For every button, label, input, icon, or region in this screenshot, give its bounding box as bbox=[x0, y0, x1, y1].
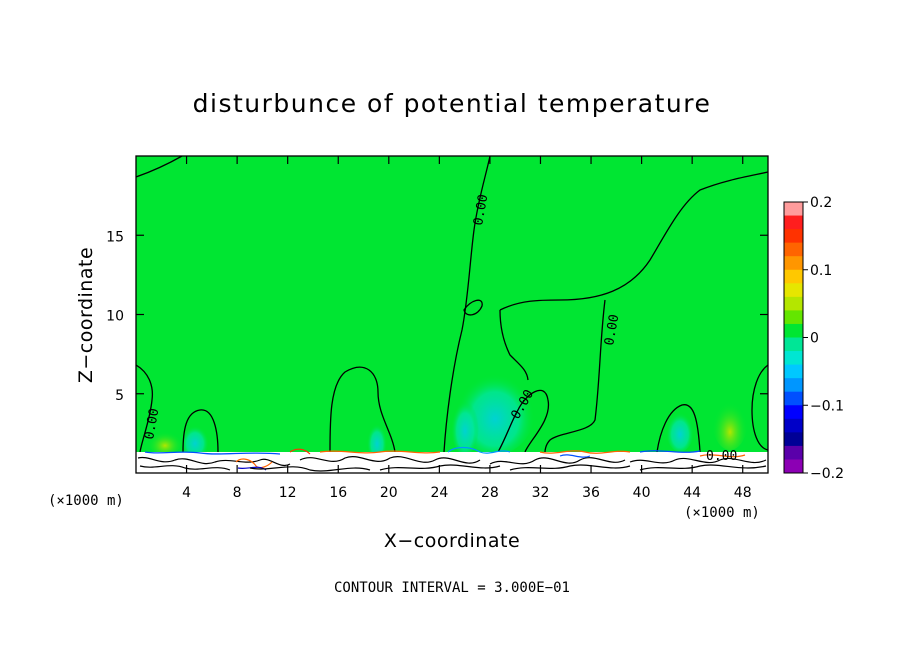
colorbar bbox=[784, 202, 803, 474]
x-tick-label: 8 bbox=[233, 485, 242, 501]
cyan-patch bbox=[666, 408, 694, 452]
x-unit-label-left: (×1000 m) bbox=[48, 493, 124, 509]
colorbar-tick-label: −0.2 bbox=[810, 466, 844, 482]
y-tick-label: 5 bbox=[115, 388, 124, 404]
colorbar-swatch bbox=[784, 310, 803, 325]
contour-label: 0.00 bbox=[602, 313, 622, 346]
x-tick-label: 12 bbox=[279, 485, 297, 501]
colorbar-swatch bbox=[784, 283, 803, 298]
x-tick-label: 4 bbox=[182, 485, 191, 501]
x-tick-label: 40 bbox=[633, 485, 651, 501]
colorbar-swatch bbox=[784, 215, 803, 230]
y-tick-label: 10 bbox=[106, 309, 124, 325]
x-tick-label: 20 bbox=[380, 485, 398, 501]
colorbar-swatch bbox=[784, 256, 803, 271]
x-tick-label: 44 bbox=[683, 485, 701, 501]
x-axis-label: X−coordinate bbox=[384, 530, 520, 552]
contour-line bbox=[443, 156, 491, 453]
colorbar-swatch bbox=[784, 229, 803, 244]
colorbar-swatch bbox=[784, 418, 803, 433]
colorbar-ticks: 0.2 0.1 0 −0.1 −0.2 bbox=[803, 195, 844, 482]
colorbar-swatch bbox=[784, 405, 803, 420]
yellow-patch bbox=[147, 426, 183, 454]
x-axis: 4 8 12 16 20 24 28 32 36 40 44 48 bbox=[182, 156, 752, 501]
y-axis: 5 10 15 bbox=[106, 229, 768, 404]
cyan-patch bbox=[367, 420, 387, 460]
contour-line bbox=[497, 389, 550, 453]
x-tick-label: 24 bbox=[430, 485, 448, 501]
contour-line bbox=[656, 404, 701, 453]
contour-line bbox=[751, 364, 768, 451]
colorbar-swatch bbox=[784, 296, 803, 311]
colorbar-tick-label: 0 bbox=[810, 331, 819, 347]
colorbar-swatch bbox=[784, 432, 803, 447]
contour-line bbox=[499, 171, 768, 311]
colorbar-swatch bbox=[784, 364, 803, 379]
colorbar-swatch bbox=[784, 445, 803, 460]
surface-layer-detail bbox=[137, 446, 767, 472]
colorbar-swatch bbox=[784, 202, 803, 217]
colorbar-tick-label: 0.2 bbox=[810, 195, 832, 211]
x-tick-label: 32 bbox=[532, 485, 550, 501]
contour-interval-note: CONTOUR INTERVAL = 3.000E−01 bbox=[334, 580, 570, 596]
x-unit-label-right: (×1000 m) bbox=[684, 505, 760, 521]
contour-line bbox=[329, 366, 396, 453]
x-tick-label: 48 bbox=[734, 485, 752, 501]
plot-area: 0.00 0.00 0.00 0.00 0.00 bbox=[136, 156, 768, 473]
chart-title: disturbunce of potential temperature bbox=[193, 89, 712, 118]
contour-line bbox=[182, 409, 219, 453]
contour-line bbox=[136, 364, 154, 453]
colorbar-swatch bbox=[784, 378, 803, 393]
contour-label: 0.00 bbox=[142, 407, 162, 440]
contour-label: 0.00 bbox=[706, 449, 737, 464]
contour-line bbox=[544, 299, 606, 453]
contour-line bbox=[499, 309, 529, 381]
x-tick-label: 16 bbox=[329, 485, 347, 501]
colorbar-tick-label: −0.1 bbox=[810, 398, 844, 414]
colorbar-swatch bbox=[784, 459, 803, 474]
colorbar-swatch bbox=[784, 323, 803, 338]
y-tick-label: 15 bbox=[106, 229, 124, 245]
contour-line bbox=[136, 156, 183, 178]
colorbar-swatch bbox=[784, 337, 803, 352]
zero-contours bbox=[136, 156, 768, 453]
x-tick-label: 28 bbox=[481, 485, 499, 501]
colorbar-swatch bbox=[784, 351, 803, 366]
yellow-patch bbox=[712, 390, 748, 450]
contour-line bbox=[463, 299, 483, 316]
surface-layer bbox=[136, 452, 768, 473]
contour-label: 0.00 bbox=[471, 193, 491, 226]
cyan-patch bbox=[451, 395, 479, 455]
colorbar-swatch bbox=[784, 391, 803, 406]
colorbar-swatch bbox=[784, 269, 803, 284]
y-axis-label: Z−coordinate bbox=[75, 247, 97, 383]
x-tick-label: 36 bbox=[582, 485, 600, 501]
colorbar-tick-label: 0.1 bbox=[810, 263, 832, 279]
colorbar-swatch bbox=[784, 242, 803, 257]
cyan-patch bbox=[181, 422, 209, 458]
